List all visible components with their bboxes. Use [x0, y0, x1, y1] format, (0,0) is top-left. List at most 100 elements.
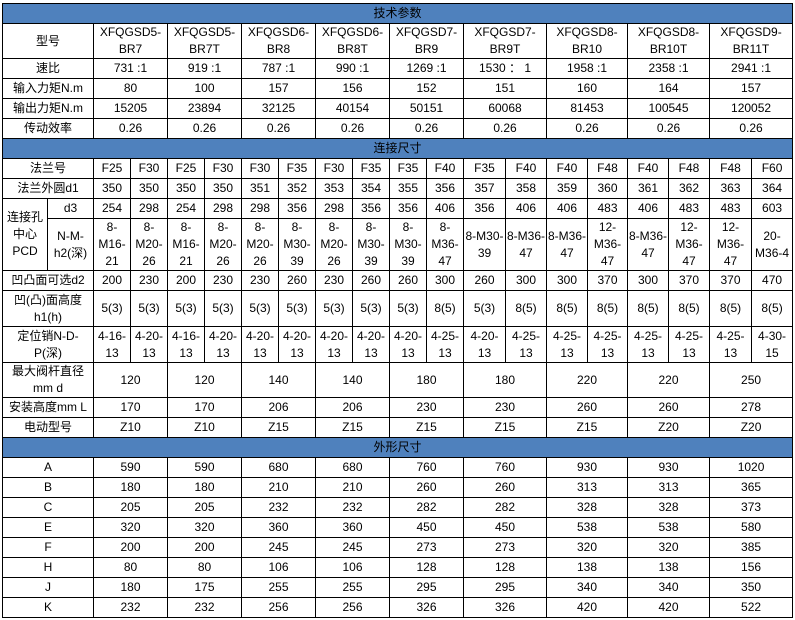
cell: 356	[352, 198, 390, 219]
cell: 8-M36-47	[505, 218, 547, 271]
cell: 245	[241, 537, 316, 558]
cell: 328	[627, 497, 710, 518]
cell: 2941 :1	[708, 58, 794, 79]
cell: 206	[315, 397, 390, 418]
cell: 603	[750, 198, 794, 219]
cell: 354	[352, 178, 390, 199]
cell: 210	[315, 477, 390, 498]
cell: 220	[627, 362, 710, 398]
d3-row: 连接孔中心PCD d3 254 298 254 298 298 356 298 356 356 406…	[2, 198, 794, 271]
cell: 140	[241, 362, 316, 398]
flange-no-row: 法兰号 F25 F30 F25 F30 F30 F35 F30 F35 F35 F40 F35 F40 F…	[2, 158, 794, 179]
section-title-connection-row: 连接尺寸	[1, 138, 794, 159]
cell: 256	[241, 597, 316, 618]
cell: 8-M20-26	[315, 218, 353, 271]
cell: F48	[587, 158, 628, 179]
tech-row: 输出力矩N.m 15205 23894 32125 40154 50151 60068 814…	[2, 98, 794, 119]
cell: 406	[505, 198, 547, 219]
cell: 300	[426, 270, 464, 291]
cell: F40	[505, 158, 547, 179]
cell: 210	[241, 477, 316, 498]
flange-od-row: 法兰外圆d1 350 350 350 350 351 352 353 354 355 356 357 3…	[2, 178, 794, 199]
dims-row: F 200 200 245 245 273 273 320 320 385	[2, 537, 794, 558]
cell: 232	[315, 497, 390, 518]
cell: 680	[241, 457, 316, 478]
cell: 20-M36-4	[750, 218, 794, 271]
cell: 32125	[241, 98, 316, 119]
cell: XFQGSD7-BR9	[389, 23, 464, 59]
cell: 205	[167, 497, 242, 518]
cell: F30	[241, 158, 279, 179]
cell: Z15	[546, 417, 628, 438]
cell: 1020	[708, 457, 794, 478]
cell: Z15	[389, 417, 464, 438]
cell: 5(3)	[167, 290, 205, 327]
spec-table: 技术参数 型号 XFQGSD5-BR7 XFQGSD5-BR7T XFQGSD6-BR8…	[1, 3, 794, 618]
cell: 590	[93, 457, 168, 478]
cell: 420	[627, 597, 710, 618]
cell: 230	[389, 397, 464, 418]
cell: Z15	[315, 417, 390, 438]
cell: 326	[463, 597, 547, 618]
cell: 357	[463, 178, 506, 199]
pin-row: 定位销N-D-P(深) 4-16-13 4-20-13 4-16-13 4-20-13 4…	[2, 326, 794, 363]
tech-row: 型号 XFQGSD5-BR7 XFQGSD5-BR7T XFQGSD6-BR8 XFQG…	[2, 23, 794, 59]
cell: 4-20-13	[352, 326, 390, 363]
cell: 350	[93, 178, 131, 199]
cell: 406	[426, 198, 464, 219]
cell: XFQGSD6-BR8	[241, 23, 316, 59]
cell: XFQGSD8-BR10T	[627, 23, 710, 59]
cell: 5(3)	[93, 290, 131, 327]
cell: 8(5)	[587, 290, 628, 327]
cell: 81453	[546, 98, 628, 119]
cell: 359	[546, 178, 588, 199]
cell: 298	[130, 198, 168, 219]
cell: F48	[668, 158, 710, 179]
cell: 232	[93, 597, 168, 618]
cell: 4-20-13	[315, 326, 353, 363]
cell: 5(3)	[204, 290, 242, 327]
cell: 4-25-13	[426, 326, 464, 363]
cell: 8(5)	[750, 290, 794, 327]
cell: 450	[389, 517, 464, 538]
cell: 12-M36-47	[587, 218, 628, 271]
cell: 370	[587, 270, 628, 291]
cell: XFQGSD8-BR10	[546, 23, 628, 59]
d2-row: 凹凸面可选d2 200 230 200 230 230 260 230 260 260 300 260…	[2, 270, 794, 291]
cell: 120052	[708, 98, 794, 119]
cell: 4-20-13	[130, 326, 168, 363]
cell: 8-M30-39	[352, 218, 390, 271]
cell: 40154	[315, 98, 390, 119]
cell: 4-25-13	[505, 326, 547, 363]
cell: 8-M20-26	[241, 218, 279, 271]
row-label: 型号	[2, 23, 94, 59]
cell: 5(3)	[278, 290, 316, 327]
cell: 4-20-13	[241, 326, 279, 363]
cell: 260	[627, 397, 710, 418]
cell: 360	[587, 178, 628, 199]
cell: 170	[167, 397, 242, 418]
cell: 483	[709, 198, 752, 219]
cell: 4-20-13	[463, 326, 506, 363]
dims-row: C 205 205 232 232 282 282 328 328 373	[2, 497, 794, 518]
cell: 15205	[93, 98, 168, 119]
cell: 4-25-13	[627, 326, 669, 363]
cell: 313	[627, 477, 710, 498]
cell: 295	[463, 577, 547, 598]
cell: 361	[627, 178, 669, 199]
cell: 0.26	[546, 118, 628, 139]
cell: 128	[463, 557, 547, 578]
cell: 300	[627, 270, 669, 291]
cell: 373	[708, 497, 794, 518]
cell: 4-16-13	[93, 326, 131, 363]
cell: 8(5)	[668, 290, 710, 327]
cell: Z15	[463, 417, 547, 438]
cell: 256	[315, 597, 390, 618]
cell: 300	[505, 270, 547, 291]
row-label: 输出力矩N.m	[2, 98, 94, 119]
row-label: K	[2, 597, 94, 618]
cell: 80	[93, 78, 168, 99]
cell: 1530 ： 1	[463, 58, 547, 79]
cell: 483	[668, 198, 710, 219]
cell: 245	[315, 537, 390, 558]
